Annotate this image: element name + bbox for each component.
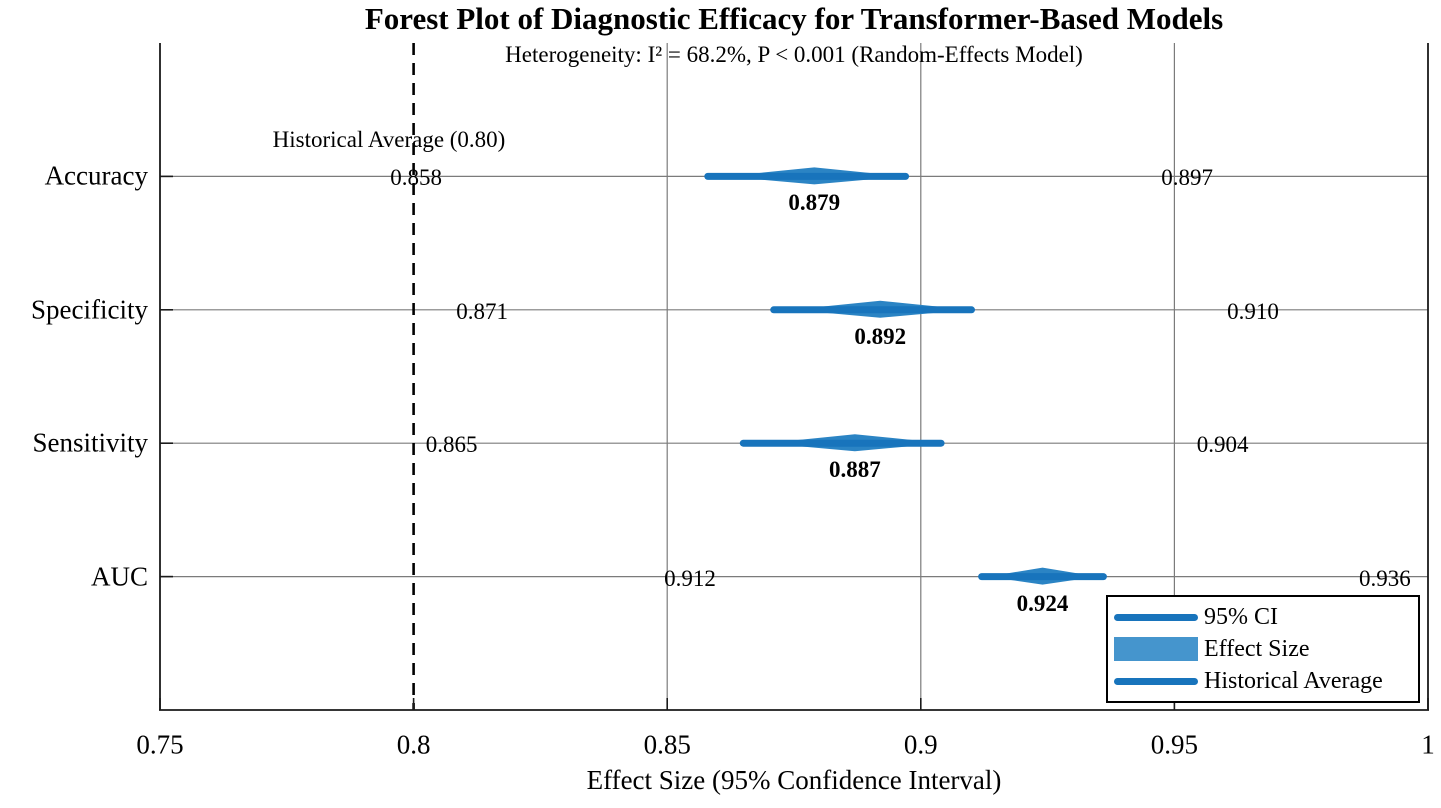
effect-value-label: 0.892 xyxy=(854,323,907,349)
effect-value-label: 0.924 xyxy=(1016,590,1069,616)
ci-upper-label: 0.910 xyxy=(1227,298,1279,324)
x-tick-label: 1 xyxy=(1421,729,1435,760)
legend-label: Effect Size xyxy=(1204,635,1310,662)
x-tick-label: 0.8 xyxy=(396,729,431,760)
x-tick-label: 0.95 xyxy=(1150,729,1199,760)
line-swatch-icon xyxy=(1114,677,1198,685)
effect-value-label: 0.879 xyxy=(788,190,841,216)
ci-lower-label: 0.858 xyxy=(390,165,442,191)
legend-label: 95% CI xyxy=(1204,603,1278,630)
effect-size-swatch xyxy=(1114,637,1200,661)
ci-upper-label: 0.904 xyxy=(1196,432,1249,458)
y-category-label: Specificity xyxy=(31,294,148,325)
y-category-label: Accuracy xyxy=(44,160,148,191)
x-axis-title: Effect Size (95% Confidence Interval) xyxy=(586,765,1002,795)
chart-subtitle: Heterogeneity: I² = 68.2%, P < 0.001 (Ra… xyxy=(505,42,1083,67)
x-tick-label: 0.75 xyxy=(136,729,184,760)
legend-item: Historical Average xyxy=(1114,665,1412,697)
ci-line-swatch xyxy=(1114,613,1200,621)
ci-lower-label: 0.912 xyxy=(664,565,716,591)
ci-lower-label: 0.865 xyxy=(425,432,478,458)
ci-upper-label: 0.936 xyxy=(1359,565,1411,591)
legend: 95% CI Effect Size Historical Average xyxy=(1106,595,1420,703)
line-swatch-icon xyxy=(1114,613,1198,621)
x-tick-label: 0.9 xyxy=(903,729,938,760)
patch-swatch-icon xyxy=(1114,637,1198,661)
y-category-label: AUC xyxy=(90,561,148,592)
legend-label: Historical Average xyxy=(1204,667,1383,694)
y-category-label: Sensitivity xyxy=(32,427,148,458)
x-tick-label: 0.85 xyxy=(643,729,691,760)
legend-item: Effect Size xyxy=(1114,633,1412,665)
effect-value-label: 0.887 xyxy=(828,457,881,483)
ci-line-swatch xyxy=(1114,677,1200,685)
ci-lower-label: 0.871 xyxy=(456,298,508,324)
ci-upper-label: 0.897 xyxy=(1161,165,1213,191)
chart-title: Forest Plot of Diagnostic Efficacy for T… xyxy=(364,1,1224,36)
reference-line-label: Historical Average (0.80) xyxy=(272,127,506,152)
legend-item: 95% CI xyxy=(1114,601,1412,633)
